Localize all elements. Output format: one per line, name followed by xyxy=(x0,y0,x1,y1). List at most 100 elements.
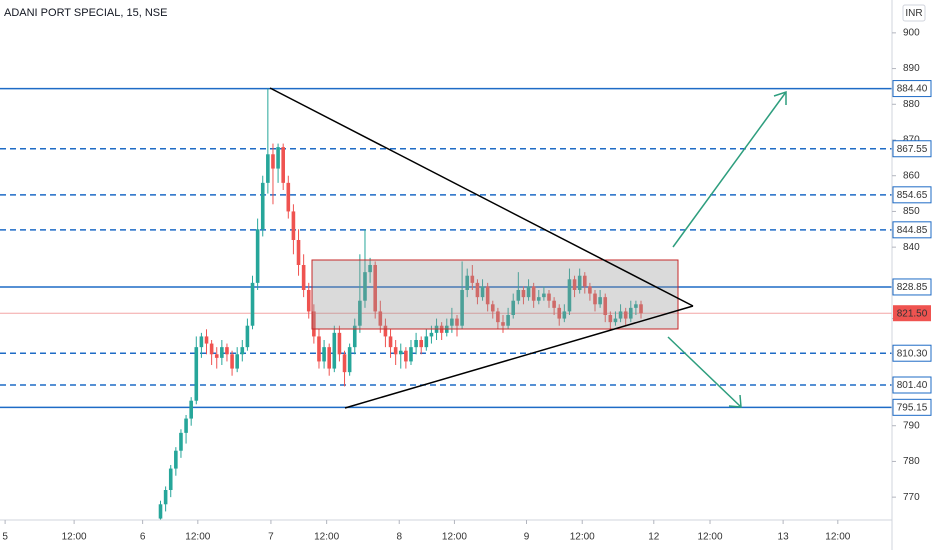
y-tick-label: 780 xyxy=(903,456,920,467)
candle-body xyxy=(378,311,383,326)
x-tick-label: 5 xyxy=(2,532,8,543)
candle-body xyxy=(245,325,250,348)
candle-body xyxy=(634,304,638,308)
level-label: 810.30 xyxy=(897,348,928,359)
x-tick-label: 6 xyxy=(140,532,146,543)
candle-body xyxy=(373,265,378,312)
candle-body xyxy=(225,347,229,355)
candle-body xyxy=(526,286,531,298)
candle-body xyxy=(455,318,459,326)
candle-body xyxy=(480,286,485,298)
level-label: 844.85 xyxy=(897,225,928,236)
level-label-box xyxy=(892,80,932,98)
candle-body xyxy=(598,297,602,305)
x-tick-label: 12:00 xyxy=(62,532,87,543)
level-label-box xyxy=(892,186,932,204)
level-label: 884.40 xyxy=(897,84,928,95)
time-axis xyxy=(0,520,892,550)
y-tick-label: 900 xyxy=(903,27,920,38)
candle-body xyxy=(240,347,245,355)
level-label-box xyxy=(892,278,932,296)
range-box xyxy=(311,259,679,330)
candle-body xyxy=(291,211,296,240)
candle-body xyxy=(158,504,163,519)
candle-body xyxy=(393,347,398,355)
candle-body xyxy=(337,332,342,355)
candle-body xyxy=(286,182,291,212)
currency: INR xyxy=(905,8,922,19)
candle-body xyxy=(347,347,352,373)
level-label: 828.85 xyxy=(897,282,928,293)
candle-body xyxy=(450,318,454,326)
candle-body xyxy=(306,290,311,312)
x-tick-label: 12:00 xyxy=(825,532,850,543)
candle-body xyxy=(281,147,285,183)
candle-body xyxy=(327,347,331,369)
candle-body xyxy=(352,325,357,348)
x-tick-label: 12:00 xyxy=(570,532,595,543)
x-tick-label: 12:00 xyxy=(442,532,467,543)
candle-body xyxy=(409,347,413,362)
candle-body xyxy=(276,147,280,169)
arrows xyxy=(667,90,787,408)
candle-body xyxy=(460,290,464,326)
candle-body xyxy=(398,350,403,355)
candle-body xyxy=(209,343,214,355)
candle-body xyxy=(301,265,306,290)
last-price-box xyxy=(893,305,931,322)
y-tick-label: 840 xyxy=(903,242,920,253)
plot-area xyxy=(0,87,892,526)
candle-body xyxy=(322,347,326,362)
candle-body xyxy=(255,229,260,283)
candle-body xyxy=(363,272,367,301)
last-price-label: 821.50 xyxy=(897,308,928,319)
candle-body xyxy=(552,300,556,308)
candle-body xyxy=(230,354,234,369)
candle-body xyxy=(220,347,224,358)
level-label-box xyxy=(892,376,932,394)
candle-body xyxy=(547,293,551,301)
y-tick-label: 770 xyxy=(903,492,920,503)
candle-body xyxy=(214,354,219,358)
candle-body xyxy=(250,282,255,326)
candle-body xyxy=(383,325,388,337)
candle-body xyxy=(572,279,577,290)
candle-body xyxy=(511,300,516,315)
candle-body xyxy=(271,154,275,169)
candle-body xyxy=(174,450,178,469)
chart-title: ADANI PORT SPECIAL, 15, NSE xyxy=(4,7,167,19)
level-label: 801.40 xyxy=(897,380,928,391)
axes: 7707807908008108208308408508608708808909… xyxy=(2,27,932,543)
triangle-upper xyxy=(269,87,694,307)
currency-box xyxy=(902,4,926,22)
arrow-down xyxy=(667,336,742,408)
y-tick-label: 790 xyxy=(903,420,920,431)
candle-body xyxy=(235,354,239,369)
candle-body xyxy=(613,318,618,323)
candle-body xyxy=(424,336,429,348)
level-label: 867.55 xyxy=(897,144,928,155)
candle-body xyxy=(465,275,470,290)
candle-body xyxy=(485,286,490,305)
arrow-up-head xyxy=(773,90,787,105)
candle-body xyxy=(490,304,495,312)
candle-body xyxy=(179,432,183,451)
level-label: 854.65 xyxy=(897,190,928,201)
candle-body xyxy=(184,418,188,433)
candle-body xyxy=(194,347,199,401)
candle-body xyxy=(163,490,168,505)
candle-body xyxy=(603,297,608,315)
candle-body xyxy=(419,340,424,348)
x-tick-label: 9 xyxy=(524,532,530,543)
candle-body xyxy=(536,297,541,301)
candle-body xyxy=(342,354,347,373)
candle-body xyxy=(623,311,628,319)
candle-body xyxy=(516,290,521,301)
candle-body xyxy=(475,282,480,298)
candle-body xyxy=(317,336,321,362)
candle-body xyxy=(521,290,526,298)
level-label-box xyxy=(892,140,932,158)
candle-body xyxy=(618,311,623,319)
candle-body xyxy=(168,468,173,490)
